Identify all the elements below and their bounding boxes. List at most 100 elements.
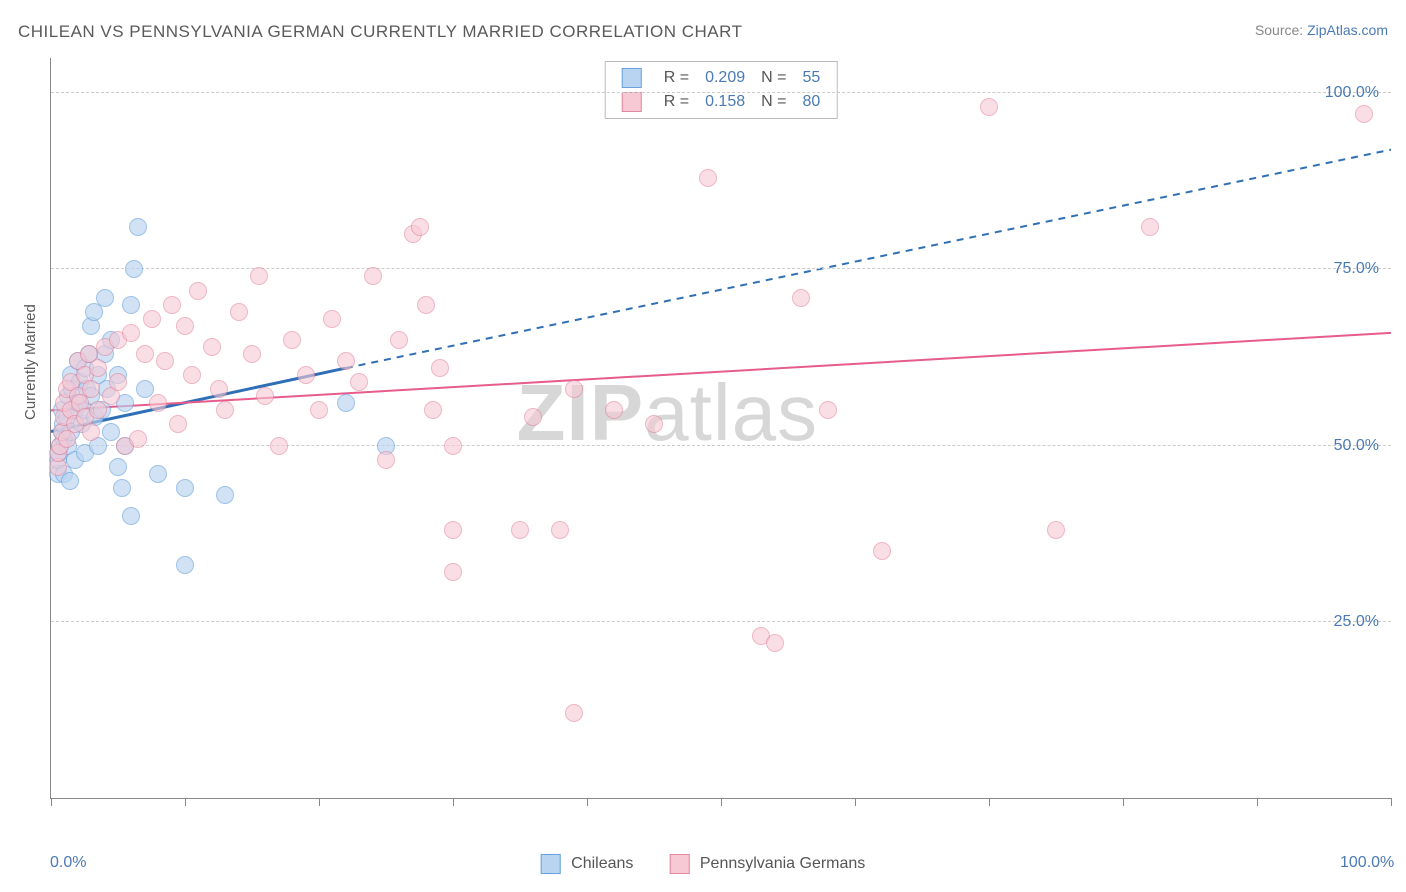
x-tick <box>453 798 454 806</box>
r-value: 0.158 <box>697 90 753 114</box>
x-tick <box>51 798 52 806</box>
scatter-point <box>136 345 154 363</box>
n-label: N = <box>753 90 794 114</box>
scatter-point <box>323 310 341 328</box>
scatter-point <box>819 401 837 419</box>
scatter-point <box>605 401 623 419</box>
scatter-point <box>122 507 140 525</box>
scatter-point <box>283 331 301 349</box>
stats-row: R =0.158N =80 <box>614 90 829 114</box>
scatter-point <box>243 345 261 363</box>
r-value: 0.209 <box>697 66 753 90</box>
scatter-point <box>149 465 167 483</box>
scatter-point <box>122 324 140 342</box>
gridline <box>51 621 1391 622</box>
legend-swatch <box>541 854 561 874</box>
scatter-point <box>82 380 100 398</box>
scatter-point <box>297 366 315 384</box>
y-axis-title: Currently Married <box>22 304 39 420</box>
source-label: Source: <box>1255 22 1307 38</box>
stats-swatch <box>614 90 656 114</box>
scatter-point <box>524 408 542 426</box>
source-link[interactable]: ZipAtlas.com <box>1307 22 1388 38</box>
scatter-point <box>102 423 120 441</box>
gridline <box>51 445 1391 446</box>
scatter-point <box>169 415 187 433</box>
scatter-point <box>431 359 449 377</box>
scatter-point <box>270 437 288 455</box>
scatter-point <box>565 704 583 722</box>
n-value: 80 <box>794 90 828 114</box>
scatter-point <box>96 289 114 307</box>
y-tick-label: 25.0% <box>1334 613 1379 631</box>
scatter-point <box>444 563 462 581</box>
scatter-point <box>1141 218 1159 236</box>
series-legend: Chileans Pennsylvania Germans <box>523 854 884 874</box>
scatter-point <box>1355 105 1373 123</box>
x-tick <box>185 798 186 806</box>
x-tick <box>1123 798 1124 806</box>
gridline <box>51 92 1391 93</box>
scatter-point <box>82 423 100 441</box>
scatter-point <box>89 359 107 377</box>
x-tick-label: 0.0% <box>50 854 86 872</box>
scatter-point <box>163 296 181 314</box>
stats-row: R =0.209N =55 <box>614 66 829 90</box>
source-attribution: Source: ZipAtlas.com <box>1255 22 1388 38</box>
scatter-point <box>565 380 583 398</box>
n-value: 55 <box>794 66 828 90</box>
scatter-point <box>113 479 131 497</box>
scatter-point <box>149 394 167 412</box>
y-tick-label: 100.0% <box>1325 84 1379 102</box>
x-tick-label: 100.0% <box>1340 854 1394 872</box>
scatter-point <box>230 303 248 321</box>
scatter-point <box>873 542 891 560</box>
x-tick <box>721 798 722 806</box>
x-tick <box>319 798 320 806</box>
scatter-point <box>699 169 717 187</box>
scatter-point <box>511 521 529 539</box>
y-tick-label: 75.0% <box>1334 260 1379 278</box>
x-tick <box>1391 798 1392 806</box>
x-tick <box>855 798 856 806</box>
scatter-point <box>766 634 784 652</box>
scatter-point <box>122 296 140 314</box>
stats-legend-box: R =0.209N =55R =0.158N =80 <box>605 61 838 119</box>
scatter-point <box>337 352 355 370</box>
scatter-point <box>156 352 174 370</box>
y-tick-label: 50.0% <box>1334 437 1379 455</box>
scatter-point <box>792 289 810 307</box>
legend-swatch <box>669 854 689 874</box>
scatter-point <box>417 296 435 314</box>
scatter-point <box>183 366 201 384</box>
r-label: R = <box>656 66 697 90</box>
scatter-point <box>424 401 442 419</box>
scatter-point <box>250 267 268 285</box>
scatter-point <box>89 401 107 419</box>
scatter-point <box>1047 521 1065 539</box>
n-label: N = <box>753 66 794 90</box>
scatter-point <box>125 260 143 278</box>
scatter-point <box>129 430 147 448</box>
scatter-point <box>256 387 274 405</box>
scatter-point <box>143 310 161 328</box>
scatter-point <box>411 218 429 236</box>
scatter-point <box>176 479 194 497</box>
legend-item: Pennsylvania Germans <box>669 855 865 872</box>
x-tick <box>1257 798 1258 806</box>
scatter-point <box>176 556 194 574</box>
scatter-point <box>61 472 79 490</box>
scatter-point <box>645 415 663 433</box>
scatter-point <box>129 218 147 236</box>
scatter-point <box>350 373 368 391</box>
scatter-point <box>109 373 127 391</box>
scatter-point <box>210 380 228 398</box>
x-tick <box>587 798 588 806</box>
stats-table: R =0.209N =55R =0.158N =80 <box>614 66 829 114</box>
scatter-point <box>444 437 462 455</box>
stats-swatch <box>614 66 656 90</box>
scatter-point <box>216 486 234 504</box>
regression-lines <box>51 58 1391 798</box>
r-label: R = <box>656 90 697 114</box>
scatter-point <box>176 317 194 335</box>
